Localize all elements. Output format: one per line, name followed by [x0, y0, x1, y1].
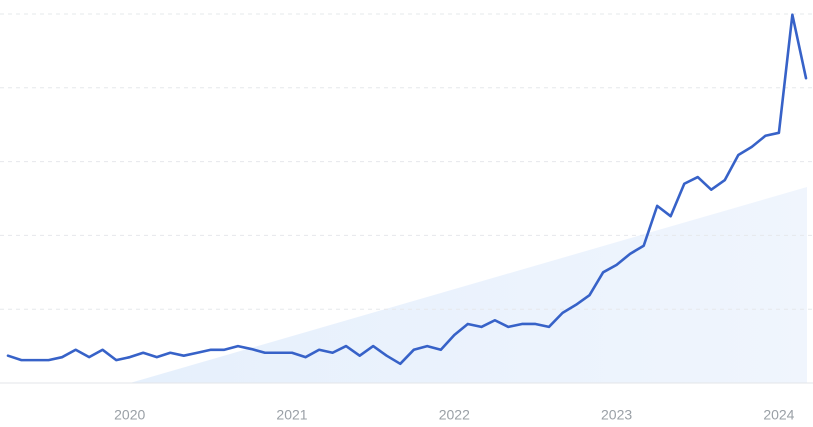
x-tick-label: 2022 [439, 407, 470, 423]
trend-area [130, 187, 807, 383]
x-tick-label: 2020 [114, 407, 145, 423]
line [6, 13, 808, 366]
x-tick-label: 2023 [601, 407, 632, 423]
x-tick-label: 2024 [763, 407, 794, 423]
x-tick-label: 2021 [276, 407, 307, 423]
